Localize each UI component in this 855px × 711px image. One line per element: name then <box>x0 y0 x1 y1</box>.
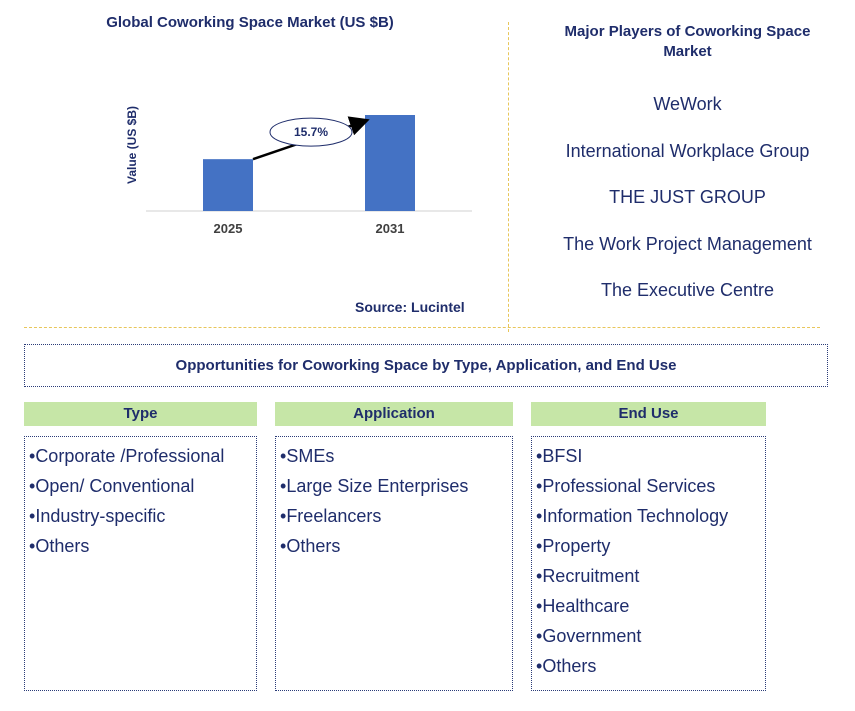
end-use-item: Healthcare <box>536 591 765 621</box>
source-label: Source: Lucintel <box>355 299 465 315</box>
player-item: The Executive Centre <box>600 280 775 300</box>
application-item: Large Size Enterprises <box>280 471 512 501</box>
player-item: WeWork <box>653 94 722 114</box>
player-item: THE JUST GROUP <box>609 187 766 207</box>
type-item: Open/ Conventional <box>29 471 256 501</box>
application-list: SMEsLarge Size EnterprisesFreelancersOth… <box>275 436 513 691</box>
player-item: International Workplace Group <box>565 140 810 161</box>
end-use-item: Professional Services <box>536 471 765 501</box>
players-list: WeWork International Workplace Group THE J… <box>540 90 835 323</box>
application-item: Others <box>280 531 512 561</box>
type-item: Corporate /Professional <box>29 441 256 471</box>
bar-chart: Value (US $B) 2025 2031 15.7% <box>125 106 472 236</box>
bar-2031 <box>365 115 415 211</box>
cagr-annotation: 15.7% <box>252 116 370 161</box>
bar-2025 <box>203 159 253 211</box>
x-tick-label: 2031 <box>376 221 405 236</box>
cagr-ellipse <box>269 117 353 147</box>
horizontal-divider <box>24 327 820 328</box>
application-item: Freelancers <box>280 501 512 531</box>
application-item: SMEs <box>280 441 512 471</box>
end-use-item: BFSI <box>536 441 765 471</box>
type-item: Industry-specific <box>29 501 256 531</box>
end-use-header: End Use <box>531 402 766 426</box>
end-use-item: Others <box>536 651 765 681</box>
end-use-item: Recruitment <box>536 561 765 591</box>
application-header: Application <box>275 402 513 426</box>
x-tick-label: 2025 <box>214 221 243 236</box>
players-title: Major Players of Coworking Space Market <box>564 23 811 60</box>
end-use-list: BFSIProfessional ServicesInformation Tec… <box>531 436 766 691</box>
player-item: The Work Project Management <box>563 233 812 254</box>
end-use-item: Information Technology <box>536 501 765 531</box>
end-use-item: Government <box>536 621 765 651</box>
type-item: Others <box>29 531 256 561</box>
type-header: Type <box>24 402 257 426</box>
chart-title: Global Coworking Space Market (US $B) <box>106 14 394 31</box>
opportunities-title: Opportunities for Coworking Space by Typ… <box>24 344 828 387</box>
y-axis-label: Value (US $B) <box>125 106 139 184</box>
type-list: Corporate /ProfessionalOpen/ Conventiona… <box>24 436 257 691</box>
vertical-divider <box>508 22 509 332</box>
cagr-label: 15.7% <box>294 125 328 139</box>
end-use-item: Property <box>536 531 765 561</box>
